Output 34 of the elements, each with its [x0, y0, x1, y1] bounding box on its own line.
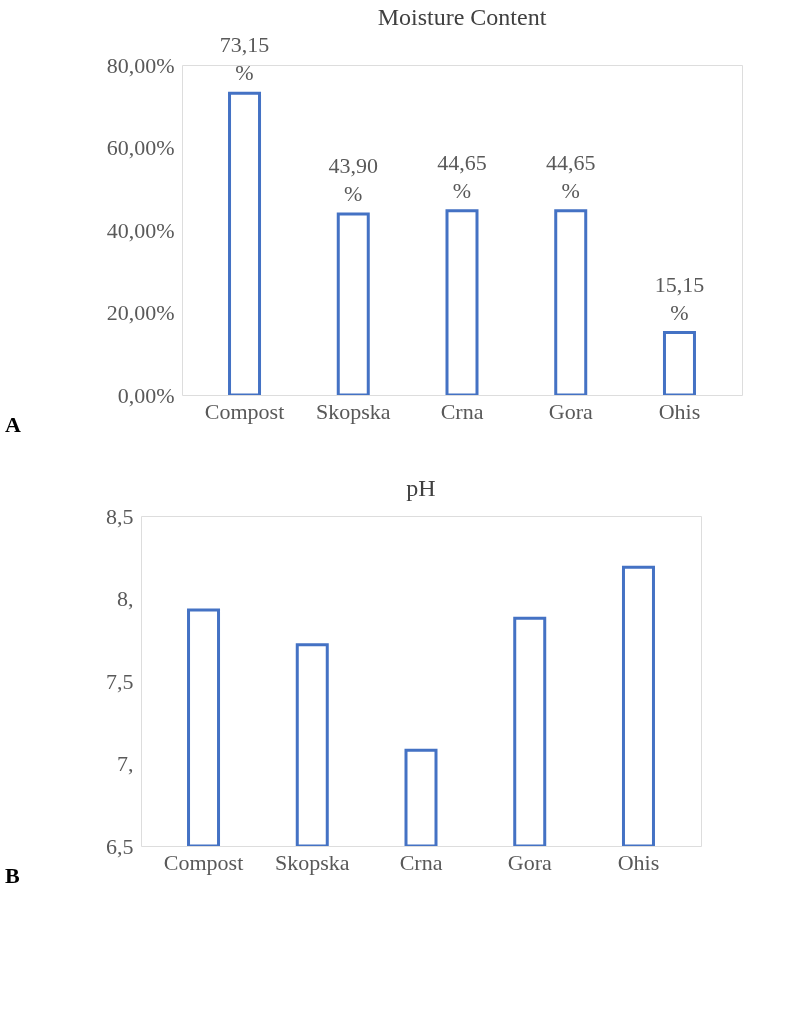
x-tick-label: Crna — [399, 849, 443, 875]
y-tick-label: 80,00% — [106, 52, 175, 78]
x-tick-label: Skopska — [315, 398, 391, 424]
bar — [336, 212, 370, 395]
text: A — [5, 412, 21, 437]
x-tick-label: Gora — [507, 849, 552, 875]
x-tick-label: Crna — [440, 398, 484, 424]
x-tick-label: Compost — [204, 398, 285, 424]
y-tick-label: 60,00% — [106, 135, 175, 160]
bar — [554, 209, 588, 395]
y-tick-label: 7,5 — [106, 668, 134, 694]
x-tick-label: Ohis — [617, 849, 660, 875]
y-tick-label: 8, — [117, 586, 134, 611]
y-tick-label: 8,5 — [106, 503, 134, 529]
x-tick-label: Ohis — [658, 398, 701, 424]
x-tick-label: Skopska — [274, 849, 350, 875]
y-tick-label: 20,00% — [106, 300, 175, 325]
text: B — [5, 863, 20, 888]
x-tick-label: Gora — [548, 398, 593, 424]
data-label: 44,65 % — [437, 149, 487, 203]
chart-title: pH — [406, 475, 436, 501]
x-tick-label: Compost — [163, 849, 244, 875]
data-label: 73,15 % — [219, 32, 270, 86]
bar — [662, 331, 696, 395]
bar — [228, 91, 262, 395]
data-label: 15,15 % — [654, 271, 705, 325]
y-tick-label: 0,00% — [117, 382, 175, 408]
data-label: 43,90 % — [328, 152, 379, 206]
bar — [445, 209, 479, 395]
chart-title: Moisture Content — [377, 4, 547, 31]
y-tick-label: 40,00% — [106, 217, 175, 243]
y-tick-label: 6,5 — [106, 833, 134, 859]
data-label: 44,65 % — [545, 149, 596, 203]
y-tick-label: 7, — [117, 751, 134, 776]
